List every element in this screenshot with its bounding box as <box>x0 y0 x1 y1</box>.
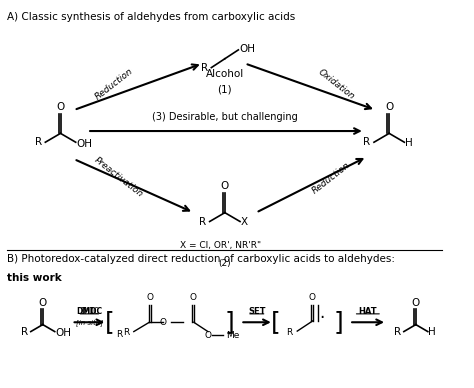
Text: A) Classic synthesis of aldehydes from carboxylic acids: A) Classic synthesis of aldehydes from c… <box>7 12 295 22</box>
Text: X = Cl, OR', NR'R": X = Cl, OR', NR'R" <box>180 241 261 249</box>
Text: H: H <box>405 138 413 148</box>
Text: X: X <box>241 217 248 227</box>
Text: O: O <box>204 331 211 340</box>
Text: R: R <box>116 330 122 340</box>
Text: OH: OH <box>239 44 255 54</box>
Text: O: O <box>385 102 393 112</box>
Text: O: O <box>147 293 154 302</box>
Text: H: H <box>428 327 436 337</box>
Text: R: R <box>364 137 371 147</box>
Text: (2): (2) <box>219 259 231 268</box>
Text: .: . <box>319 304 324 322</box>
Text: Oxidation: Oxidation <box>316 68 356 101</box>
Text: Alcohol: Alcohol <box>206 69 244 79</box>
Text: [: [ <box>271 310 281 334</box>
Text: HAT: HAT <box>358 307 377 316</box>
Text: R: R <box>199 217 206 227</box>
Text: O: O <box>221 181 229 191</box>
Text: O: O <box>56 102 64 112</box>
Text: R: R <box>123 328 129 337</box>
Text: O: O <box>189 293 196 302</box>
Text: [in situ]: [in situ] <box>76 319 103 326</box>
Text: O: O <box>412 298 420 308</box>
Text: Me: Me <box>226 331 239 340</box>
Text: DMDC: DMDC <box>76 307 102 316</box>
Text: Preactivation: Preactivation <box>92 156 145 199</box>
Text: (1): (1) <box>218 85 232 94</box>
Text: R: R <box>35 137 42 147</box>
Text: O: O <box>309 293 315 302</box>
Text: [: [ <box>104 310 114 334</box>
Text: (3) Desirable, but challenging: (3) Desirable, but challenging <box>152 112 298 122</box>
Text: ]: ] <box>333 310 343 334</box>
Text: SET: SET <box>248 307 265 316</box>
Text: R: R <box>21 327 28 336</box>
Text: R: R <box>394 327 401 336</box>
Text: O: O <box>159 318 166 327</box>
Text: O: O <box>38 298 47 308</box>
Text: OH: OH <box>55 328 72 338</box>
Text: OH: OH <box>76 139 92 149</box>
Text: this work: this work <box>7 273 62 283</box>
Text: B) Photoredox-catalyzed direct reduction of carboxylic acids to aldehydes:: B) Photoredox-catalyzed direct reduction… <box>7 254 395 264</box>
Text: Reduction: Reduction <box>93 67 135 102</box>
Text: DMDC: DMDC <box>80 307 99 316</box>
Text: R: R <box>287 328 293 337</box>
Text: ]: ] <box>224 310 234 334</box>
Text: R: R <box>201 62 208 73</box>
Text: Reduction: Reduction <box>311 160 352 195</box>
